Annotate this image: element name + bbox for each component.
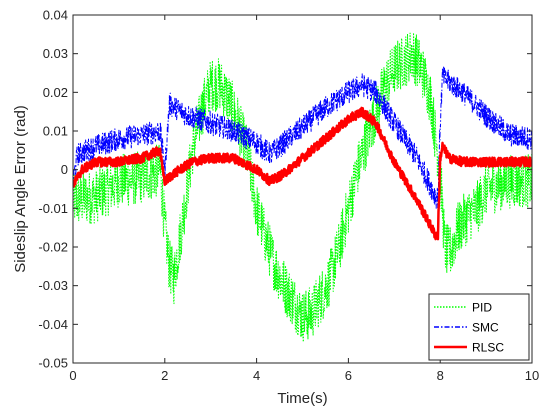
legend: PID SMC RLSC bbox=[428, 293, 530, 361]
y-tick-label: -0.02 bbox=[38, 240, 68, 255]
y-tick-label: -0.03 bbox=[38, 278, 68, 293]
plot-frame bbox=[72, 14, 533, 364]
x-tick-label: 0 bbox=[69, 368, 76, 383]
y-tick-label: 0.01 bbox=[43, 124, 68, 139]
y-tick-label: 0 bbox=[61, 162, 68, 177]
series-layer bbox=[73, 32, 532, 343]
y-tick-label: -0.01 bbox=[38, 201, 68, 216]
y-axis-label: Sideslip Angle Error (rad) bbox=[12, 105, 29, 273]
x-tick-label: 6 bbox=[345, 368, 352, 383]
ticks-layer: 0 2 4 6 8 10 0.04 0.03 0.02 0.01 0 -0.01 -0.02 -0.03 -… bbox=[38, 8, 539, 384]
y-tick-label: 0.03 bbox=[43, 46, 68, 61]
series-line-smc bbox=[73, 65, 532, 209]
legend-label-smc: SMC bbox=[472, 321, 499, 335]
legend-label-rlsc: RLSC bbox=[472, 341, 504, 355]
y-tick-label: 0.02 bbox=[43, 85, 68, 100]
y-tick-label: 0.04 bbox=[43, 8, 68, 23]
x-tick-label: 4 bbox=[253, 368, 260, 383]
series-line-rlsc bbox=[73, 106, 532, 241]
x-axis-label: Time(s) bbox=[277, 390, 327, 407]
legend-label-pid: PID bbox=[472, 301, 492, 315]
y-tick-label: -0.04 bbox=[38, 317, 68, 332]
y-tick-label: -0.05 bbox=[38, 356, 68, 371]
x-tick-label: 2 bbox=[161, 368, 168, 383]
x-tick-label: 10 bbox=[525, 368, 539, 383]
series-line-pid bbox=[73, 32, 532, 343]
x-tick-label: 8 bbox=[437, 368, 444, 383]
